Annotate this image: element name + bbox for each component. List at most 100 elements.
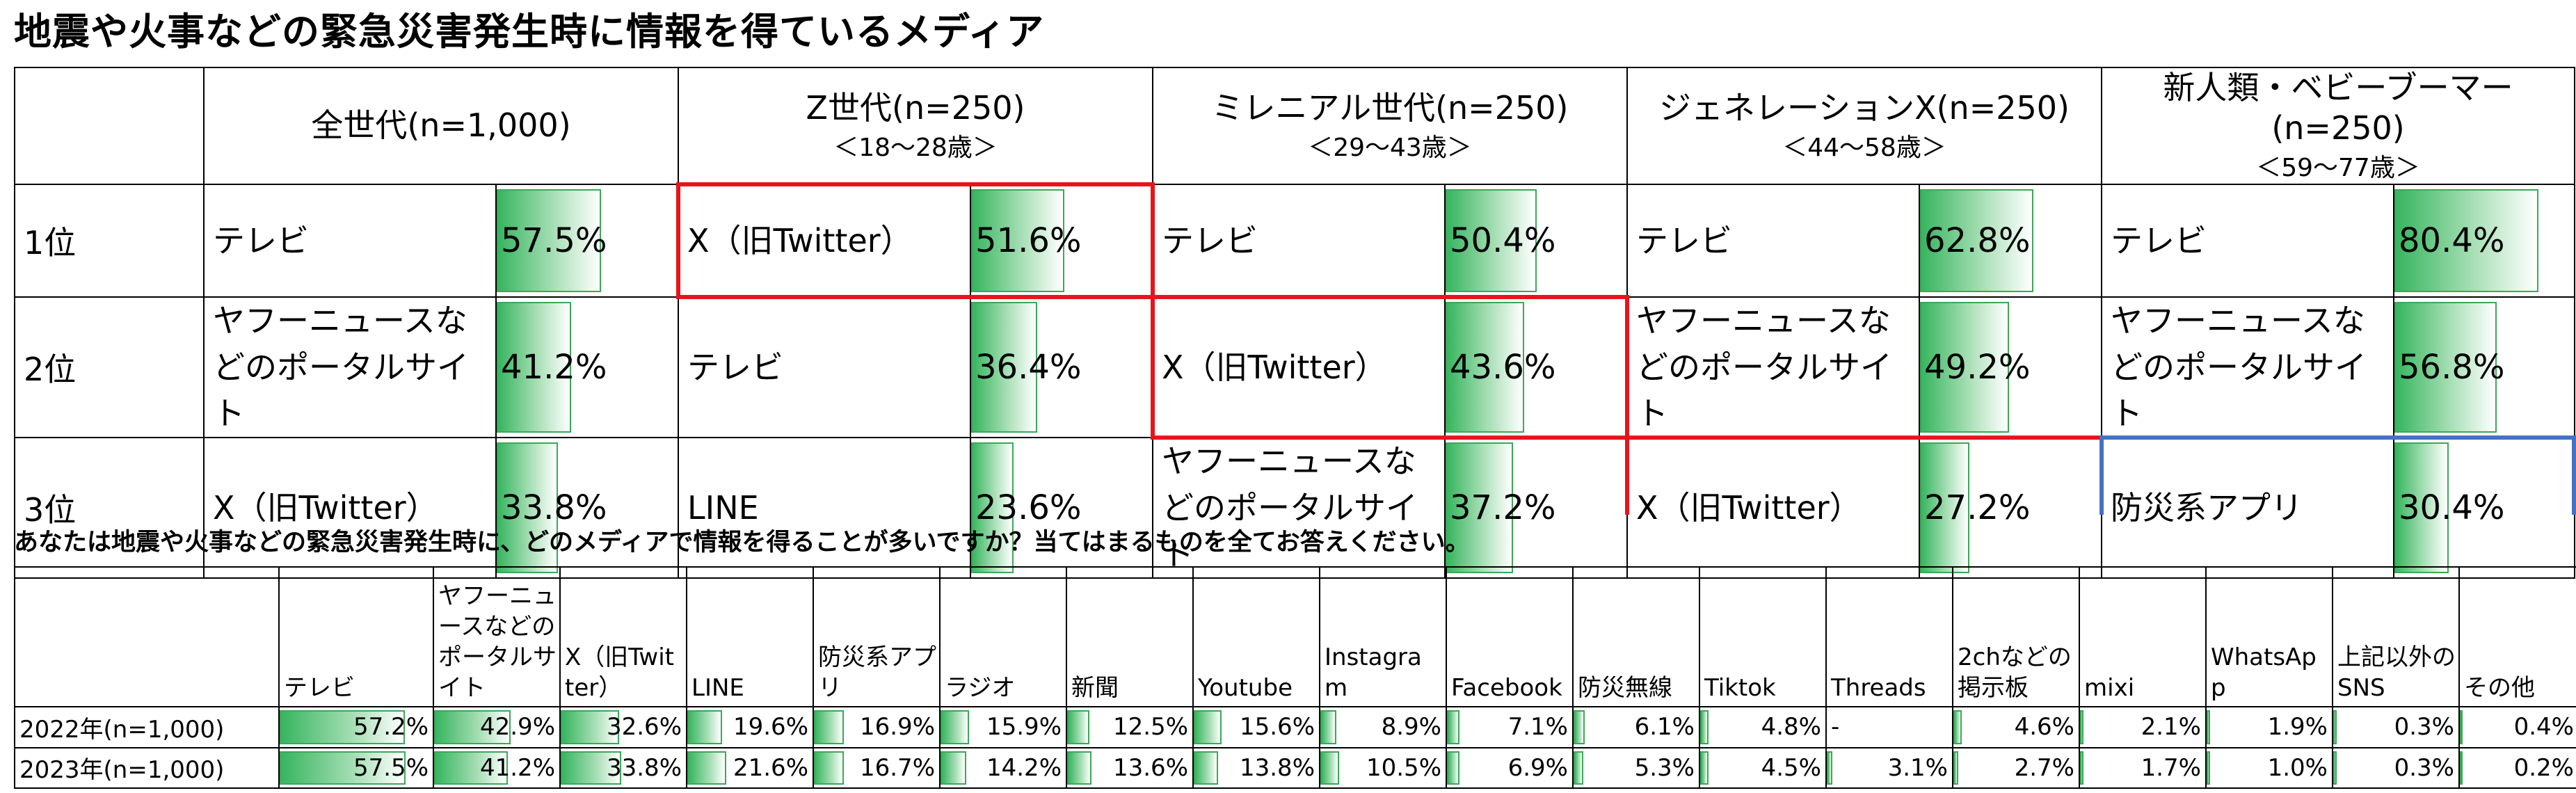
generation-title: ミレニアル世代(n=250) <box>1211 88 1569 127</box>
category-header: ラジオ <box>939 566 1067 708</box>
yearly-comparison-table: テレビ ヤフーニュースなどのポータルサイト X（旧Twitter） LINE 防災系アプ… <box>14 566 2576 790</box>
category-header: その他 <box>2458 566 2576 708</box>
media-name: テレビ <box>1152 184 1446 298</box>
value-cell: 13.8% <box>1192 746 1320 790</box>
percent-cell: 50.4% <box>1444 184 1628 298</box>
generation-title: 新人類・ベビーブーマー(n=250) <box>2163 69 2513 147</box>
value-cell: 0.2% <box>2458 746 2576 790</box>
generation-header: 全世代(n=1,000) <box>203 67 679 185</box>
value-label: 42.9% <box>479 713 555 742</box>
value-label: 33.8% <box>606 753 682 782</box>
percent-cell: 57.5% <box>495 184 679 298</box>
value-label: 4.5% <box>1761 753 1821 782</box>
value-cell: 13.6% <box>1066 746 1194 790</box>
value-bar <box>1701 751 1709 785</box>
value-bar <box>1954 751 1958 785</box>
percent-label: 80.4% <box>2399 221 2505 260</box>
percent-label: 41.2% <box>501 348 607 387</box>
value-bar <box>1321 751 1339 785</box>
value-cell: 15.9% <box>939 706 1067 748</box>
value-bar <box>561 751 621 785</box>
value-cell: 0.3% <box>2332 746 2460 790</box>
percent-bar <box>2395 189 2539 292</box>
value-cell: 21.6% <box>686 746 814 790</box>
value-label: 16.7% <box>859 753 935 782</box>
value-label: 19.6% <box>733 713 808 742</box>
media-name: X（旧Twitter） <box>678 184 971 298</box>
value-cell: 7.1% <box>1446 706 1574 748</box>
value-label: 12.5% <box>1112 713 1188 742</box>
value-cell: 5.3% <box>1572 746 1700 790</box>
value-label: 6.1% <box>1634 713 1695 742</box>
generation-age: ＜44～58歳＞ <box>1782 134 1946 163</box>
rank-label: 2位 <box>14 296 205 439</box>
value-bar <box>435 751 508 785</box>
percent-cell: 62.8% <box>1918 184 2103 298</box>
value-label: 0.3% <box>2394 753 2454 782</box>
value-bar <box>688 710 723 744</box>
media-name: X（旧Twitter） <box>203 437 497 579</box>
media-name: 防災系アプリ <box>2101 437 2395 579</box>
value-cell: 2.7% <box>1952 746 2080 790</box>
value-label: 10.5% <box>1366 753 1441 782</box>
generation-title: 全世代(n=1,000) <box>311 106 571 145</box>
category-header: 新聞 <box>1066 566 1194 708</box>
value-cell: 10.5% <box>1319 746 1447 790</box>
series-name: 2022年(n=1,000) <box>14 706 280 748</box>
media-name: ヤフーニュースなどのポータルサイト <box>1626 296 1920 439</box>
category-header: テレビ <box>278 566 434 708</box>
percent-label: 49.2% <box>1924 348 2031 387</box>
value-bar <box>941 710 969 744</box>
value-bar <box>280 751 406 785</box>
media-name: テレビ <box>678 296 971 439</box>
percent-cell: 56.8% <box>2393 296 2576 439</box>
value-label: 2.1% <box>2141 713 2201 742</box>
value-cell: 2.1% <box>2079 706 2207 748</box>
value-label: - <box>1831 713 1840 742</box>
value-bar <box>2334 710 2337 744</box>
category-header: WhatsApp <box>2205 566 2333 708</box>
generation-age: ＜18～28歳＞ <box>833 134 998 163</box>
percent-cell: 36.4% <box>970 296 1153 439</box>
percent-label: 56.8% <box>2399 348 2505 387</box>
generation-age: ＜29～43歳＞ <box>1308 134 1472 163</box>
value-cell: 32.6% <box>559 706 687 748</box>
value-label: 5.3% <box>1634 753 1695 782</box>
percent-label: 57.5% <box>501 221 607 260</box>
category-header: Instagram <box>1319 566 1447 708</box>
value-cell: 4.5% <box>1699 746 1827 790</box>
value-cell: 16.9% <box>813 706 941 748</box>
value-bar <box>1954 710 1962 744</box>
survey-question: あなたは地震や火事などの緊急災害発生時に、どのメディアで情報を得ることが多いです… <box>14 529 1470 556</box>
value-label: 0.3% <box>2394 713 2454 742</box>
value-cell: 15.6% <box>1192 706 1320 748</box>
value-bar <box>2461 751 2463 785</box>
generation-title: Z世代(n=250) <box>806 88 1025 127</box>
percent-label: 23.6% <box>975 488 1082 528</box>
value-cell: - <box>1825 706 1953 748</box>
percent-cell: 49.2% <box>1918 296 2103 439</box>
value-cell: 1.0% <box>2205 746 2333 790</box>
category-header: ヤフーニュースなどのポータルサイト <box>433 566 561 708</box>
value-cell: 6.9% <box>1446 746 1574 790</box>
value-label: 0.2% <box>2513 753 2574 782</box>
value-bar <box>815 710 845 744</box>
value-bar <box>280 710 405 744</box>
value-cell: 33.8% <box>559 746 687 790</box>
value-bar <box>1448 710 1460 744</box>
percent-label: 36.4% <box>975 348 1082 387</box>
value-cell: 0.3% <box>2332 706 2460 748</box>
rank-label: 1位 <box>14 184 205 298</box>
value-bar <box>1194 710 1222 744</box>
value-bar <box>688 751 726 785</box>
value-label: 15.9% <box>986 713 1062 742</box>
percent-cell: 43.6% <box>1444 296 1628 439</box>
media-name: X（旧Twitter） <box>1626 437 1920 579</box>
generation-title: ジェネレーションX(n=250) <box>1659 88 2070 127</box>
media-name: X（旧Twitter） <box>1152 296 1446 439</box>
category-header: 防災系アプリ <box>813 566 941 708</box>
generation-age: ＜59～77歳＞ <box>2256 154 2420 182</box>
value-label: 1.7% <box>2141 753 2201 782</box>
value-label: 1.0% <box>2267 753 2328 782</box>
percent-cell: 37.2% <box>1444 437 1628 579</box>
